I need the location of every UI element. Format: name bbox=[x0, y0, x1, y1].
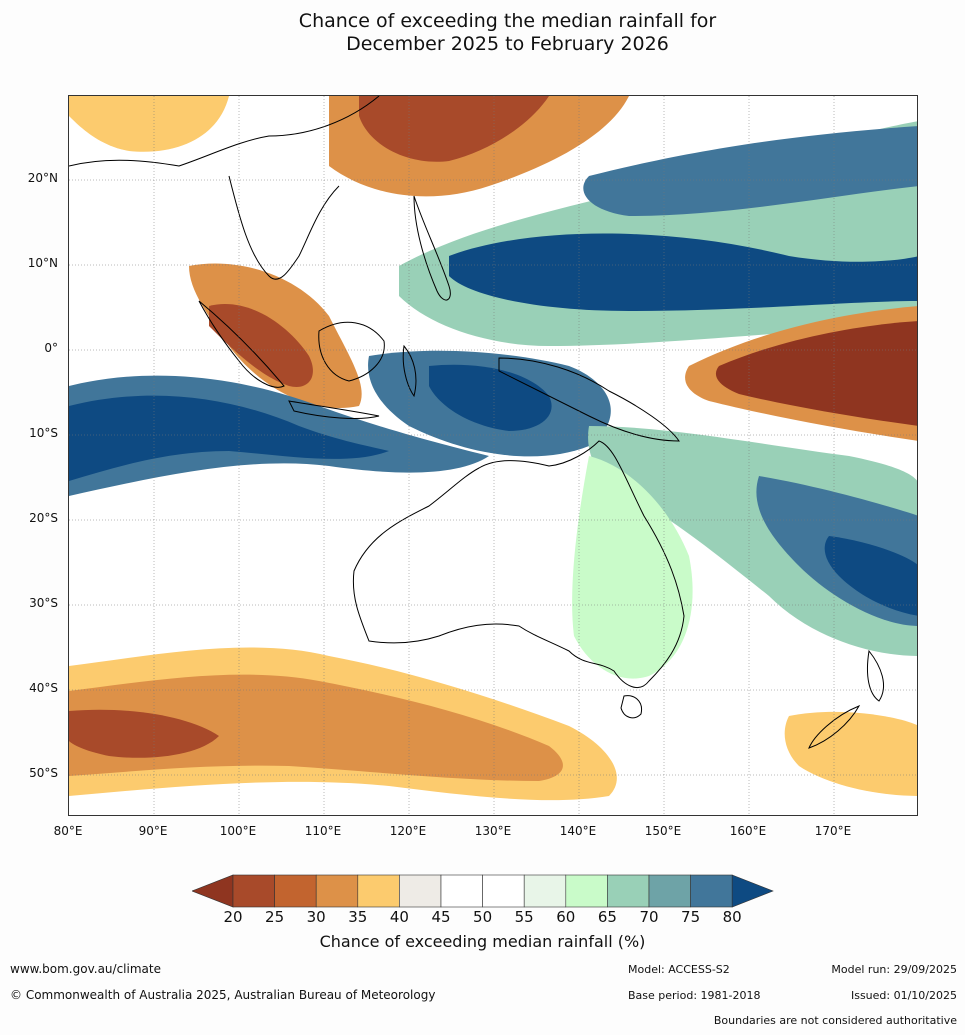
region-wet-indian-ocean bbox=[69, 395, 389, 481]
lat-label-10n: 10°N bbox=[27, 256, 58, 270]
region-very-dry-southern-ocean bbox=[69, 709, 219, 758]
lon-label-130e: 130°E bbox=[474, 824, 512, 838]
lon-label-120e: 120°E bbox=[389, 824, 427, 838]
coast-sulawesi bbox=[402, 344, 417, 398]
colorbar-bin-30-35 bbox=[315, 874, 359, 908]
colorbar-tick-40: 40 bbox=[389, 908, 409, 926]
colorbar-bin-70-75 bbox=[648, 874, 691, 908]
colorbar-bin-75-80 bbox=[690, 874, 733, 908]
colorbar-tick-80: 80 bbox=[722, 908, 742, 926]
coast-tasmania bbox=[620, 695, 643, 719]
lat-label-50s: 50°S bbox=[29, 766, 58, 780]
chart-title: Chance of exceeding the median rainfall … bbox=[0, 10, 965, 56]
colorbar-tick-70: 70 bbox=[639, 908, 659, 926]
region-very-dry-maritime bbox=[209, 304, 313, 387]
map-svg bbox=[69, 96, 917, 815]
region-wet-sw-pacific-core bbox=[824, 536, 917, 616]
colorbar-tick-20: 20 bbox=[223, 908, 243, 926]
lat-label-30s: 30°S bbox=[29, 596, 58, 610]
footer-model: Model: ACCESS-S2 bbox=[628, 963, 730, 976]
colorbar-arrow-high bbox=[731, 874, 774, 908]
footer-disclaimer: Boundaries are not considered authoritat… bbox=[713, 1014, 957, 1027]
colorbar bbox=[192, 874, 774, 908]
colorbar-tick-45: 45 bbox=[431, 908, 451, 926]
lat-label-20s: 20°S bbox=[29, 511, 58, 525]
colorbar-bin-65-70 bbox=[607, 874, 650, 908]
rainfall-map bbox=[68, 95, 918, 816]
region-dry-nw bbox=[69, 96, 229, 152]
colorbar-bin-20-25 bbox=[232, 874, 275, 908]
lon-label-110e: 110°E bbox=[304, 824, 342, 838]
lon-label-80e: 80°E bbox=[53, 824, 83, 838]
colorbar-tick-65: 65 bbox=[597, 908, 617, 926]
region-australia-east-green bbox=[572, 456, 693, 679]
coast-philippines bbox=[413, 195, 451, 301]
lon-label-160e: 160°E bbox=[729, 824, 767, 838]
title-line-2: December 2025 to February 2026 bbox=[346, 33, 669, 55]
region-wet-sw-pacific-outer bbox=[588, 426, 917, 656]
footer-website[interactable]: www.bom.gov.au/climate bbox=[10, 962, 161, 976]
region-dry-equatorial-pacific bbox=[715, 321, 917, 426]
lat-label-40s: 40°S bbox=[29, 681, 58, 695]
colorbar-bin-40-45 bbox=[399, 874, 442, 908]
coastlines bbox=[69, 96, 884, 749]
lon-label-90e: 90°E bbox=[138, 824, 168, 838]
colorbar-tick-55: 55 bbox=[514, 908, 534, 926]
footer-copyright: © Commonwealth of Australia 2025, Austra… bbox=[10, 988, 436, 1002]
colorbar-bin-55-60 bbox=[523, 874, 567, 908]
title-line-1: Chance of exceeding the median rainfall … bbox=[298, 10, 717, 32]
colorbar-label: Chance of exceeding median rainfall (%) bbox=[319, 932, 646, 951]
region-dry-nz bbox=[784, 711, 917, 796]
coast-mainland-asia bbox=[69, 96, 380, 280]
lat-label-20n: 20°N bbox=[27, 171, 58, 185]
lon-label-100e: 100°E bbox=[219, 824, 257, 838]
region-dry-southern-ocean bbox=[69, 674, 563, 781]
lat-label-0: 0° bbox=[44, 341, 58, 355]
coast-sumatra bbox=[198, 300, 285, 388]
colorbar-bin-35-40 bbox=[357, 874, 400, 908]
colorbar-arrow-low bbox=[192, 874, 234, 908]
coast-borneo bbox=[318, 321, 385, 382]
lat-label-10s: 10°S bbox=[29, 426, 58, 440]
colorbar-bin-45-50 bbox=[440, 874, 483, 908]
footer-base-period: Base period: 1981-2018 bbox=[628, 989, 761, 1002]
colorbar-bin-25-30 bbox=[274, 874, 317, 908]
lon-label-140e: 140°E bbox=[559, 824, 597, 838]
region-wet-north-pacific-2 bbox=[583, 126, 917, 216]
footer-model-run: Model run: 29/09/2025 bbox=[831, 963, 957, 976]
colorbar-tick-50: 50 bbox=[473, 908, 493, 926]
colorbar-bin-50-55 bbox=[482, 874, 525, 908]
coast-java bbox=[288, 400, 380, 419]
region-very-dry-north bbox=[359, 96, 549, 162]
region-wet-indonesia-core bbox=[429, 364, 552, 431]
lon-label-170e: 170°E bbox=[814, 824, 852, 838]
coast-new-zealand-south bbox=[808, 705, 861, 749]
colorbar-tick-25: 25 bbox=[265, 908, 285, 926]
gridlines bbox=[69, 96, 917, 815]
lon-label-150e: 150°E bbox=[644, 824, 682, 838]
colorbar-tick-75: 75 bbox=[681, 908, 701, 926]
colorbar-tick-35: 35 bbox=[348, 908, 368, 926]
region-wet-north-pacific bbox=[449, 233, 917, 311]
colorbar-bin-60-65 bbox=[565, 874, 608, 908]
footer-issued: Issued: 01/10/2025 bbox=[850, 989, 957, 1002]
coast-new-guinea bbox=[498, 357, 680, 442]
coast-australia bbox=[352, 440, 685, 689]
colorbar-tick-60: 60 bbox=[556, 908, 576, 926]
coast-new-zealand-north bbox=[866, 649, 884, 702]
colorbar-tick-30: 30 bbox=[306, 908, 326, 926]
